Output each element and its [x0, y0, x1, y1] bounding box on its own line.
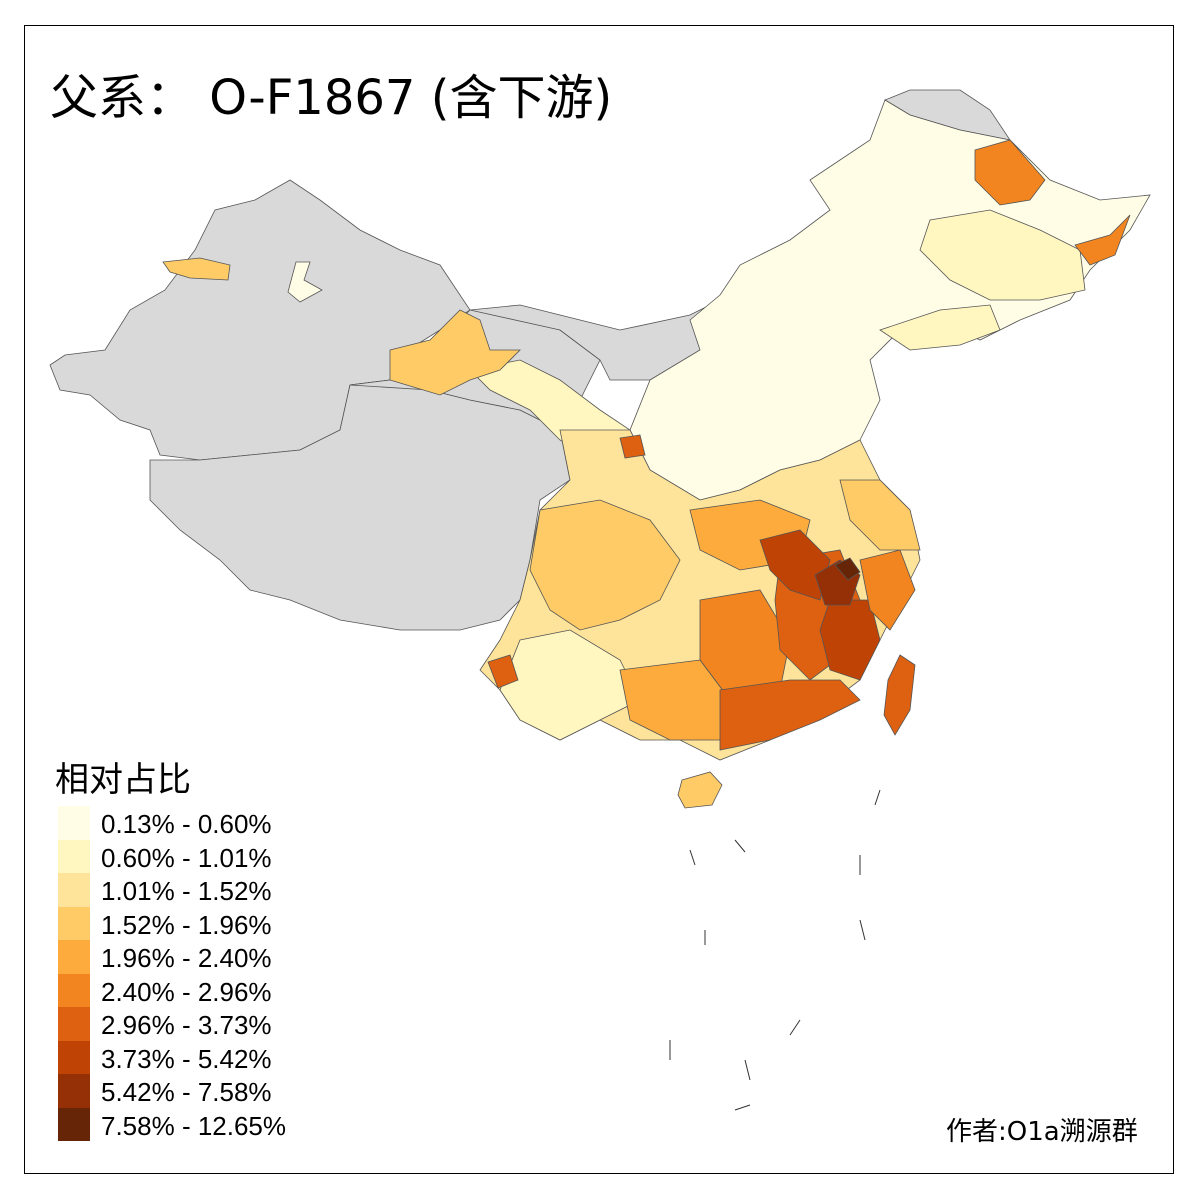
region-zhejiang: [859, 549, 916, 631]
region-jiuquan: [389, 309, 521, 396]
map-title: 父系： O-F1867 (含下游): [50, 70, 613, 126]
region-taiwan: [883, 654, 916, 736]
legend-label: 2.40% - 2.96%: [101, 976, 272, 1007]
region-north: [629, 99, 1151, 501]
region-gansu-dark: [619, 434, 646, 459]
legend-label: 0.13% - 0.60%: [101, 809, 272, 839]
legend-label: 1.96% - 2.40%: [101, 943, 272, 973]
legend-swatch: [58, 906, 90, 940]
legend-label: 2.96% - 3.73%: [101, 1010, 272, 1040]
author-credit: 作者:O1a溯源群: [946, 1117, 1138, 1147]
region-hainan: [677, 771, 723, 809]
legend-label: 3.73% - 5.42%: [101, 1043, 272, 1074]
region-sichuan: [529, 499, 681, 631]
legend-label: 0.60% - 1.01%: [101, 842, 272, 873]
legend-swatch: [58, 1007, 90, 1041]
region-yunnan: [499, 629, 641, 741]
region-jilin-orange: [1074, 214, 1131, 266]
legend-label: 5.42% - 7.58%: [101, 1077, 272, 1107]
region-xinjiang-pale: [287, 261, 323, 303]
legend-swatch: [58, 839, 90, 873]
region-dehong: [487, 654, 519, 689]
legend-swatch: [58, 873, 90, 907]
legend-swatch: [58, 806, 90, 840]
legend-swatch: [58, 940, 90, 974]
region-heilongjiang-orange: [974, 139, 1046, 206]
legend-label: 1.52% - 1.96%: [101, 909, 272, 940]
legend-swatch: [58, 1107, 90, 1141]
region-peak: [834, 557, 861, 581]
legend-label: 7.58% - 12.65%: [101, 1110, 287, 1141]
legend-swatch: [58, 1040, 90, 1074]
region-tibet: [149, 379, 571, 631]
south-china-sea-islands: [669, 789, 881, 1111]
region-tacheng: [162, 257, 231, 281]
region-jiangsu: [839, 479, 921, 551]
legend-swatch: [58, 973, 90, 1007]
region-anhui-jiangxi-dark: [759, 529, 831, 601]
legend-title: 相对占比: [55, 760, 191, 800]
map-frame: [24, 25, 1174, 1174]
legend-swatch: [58, 1074, 90, 1108]
region-liaoning-light: [879, 304, 1001, 351]
legend-label: 1.01% - 1.52%: [101, 876, 272, 906]
region-northeast-light: [919, 209, 1086, 301]
region-guangdong: [719, 679, 861, 751]
